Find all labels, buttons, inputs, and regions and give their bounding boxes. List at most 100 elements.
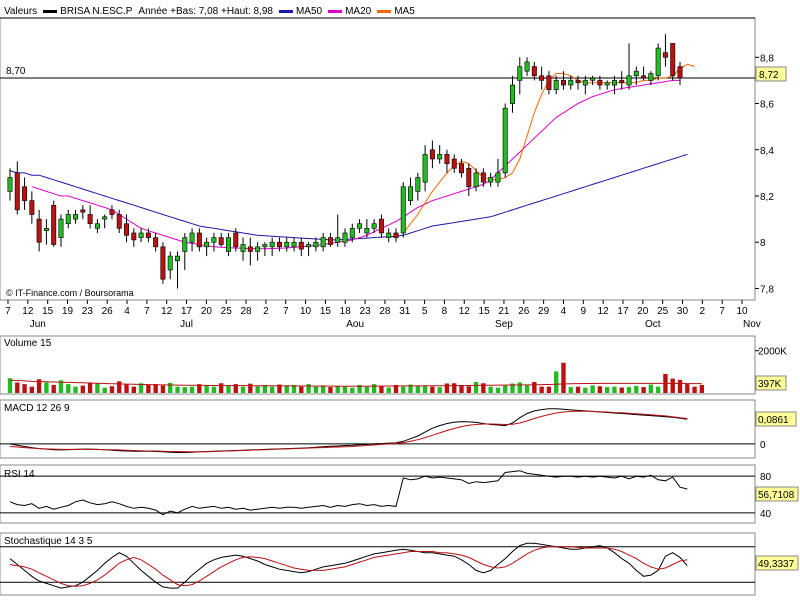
volume-bar bbox=[320, 385, 326, 393]
candle-body bbox=[539, 75, 545, 81]
candle-body bbox=[102, 216, 108, 220]
candle-body bbox=[531, 66, 537, 77]
price-panel: 8,70 7,8 8 8,2 8,4 8,6 8,8 8,72 © IT-Finance.… bbox=[0, 17, 787, 301]
candle-body bbox=[400, 186, 406, 234]
rsi-y-tick-label: 40 bbox=[760, 509, 772, 520]
volume-bar bbox=[590, 385, 595, 393]
volume-bar bbox=[619, 387, 624, 393]
ma50-legend: MA50 bbox=[278, 6, 323, 17]
candle-body bbox=[284, 241, 290, 248]
x-tick-label: 15 bbox=[479, 306, 491, 317]
volume-bar bbox=[73, 386, 78, 393]
volume-bar bbox=[58, 380, 64, 393]
macd-y-tick-label: 0 bbox=[760, 440, 766, 451]
candle-body bbox=[422, 154, 428, 183]
volume-bar bbox=[124, 384, 129, 393]
macd-y-axis: 0 bbox=[760, 440, 766, 451]
candle-body bbox=[619, 80, 625, 84]
candle-body bbox=[641, 75, 647, 79]
volume-bar bbox=[408, 384, 413, 393]
candle-body bbox=[626, 75, 632, 86]
volume-bar bbox=[240, 386, 246, 393]
candle-body bbox=[109, 209, 115, 215]
x-tick-label: 12 bbox=[459, 306, 471, 317]
ma20-line bbox=[31, 79, 680, 250]
candle-body bbox=[7, 177, 13, 192]
volume-bar bbox=[291, 384, 297, 393]
stochastic-panel-frame bbox=[0, 532, 756, 596]
volume-bar bbox=[197, 384, 202, 393]
volume-bar bbox=[561, 362, 566, 393]
volume-bar bbox=[357, 384, 362, 393]
price-y-tick-label: 8,6 bbox=[760, 100, 774, 111]
candle-body bbox=[22, 186, 28, 201]
candle-body bbox=[408, 186, 414, 201]
ma20-swatch-icon bbox=[328, 9, 343, 13]
instrument-legend: BRISA N.ESC.P bbox=[43, 6, 132, 17]
candle-body bbox=[131, 232, 137, 241]
candle-body bbox=[342, 232, 348, 243]
rsi-line bbox=[9, 470, 688, 516]
candle-body bbox=[466, 167, 472, 188]
ma50-label: MA50 bbox=[295, 6, 323, 17]
x-tick-label: 12 bbox=[161, 306, 173, 317]
volume-bar bbox=[677, 379, 683, 393]
candle-body bbox=[167, 255, 173, 271]
volume-bar bbox=[248, 383, 253, 393]
volume-bar bbox=[583, 387, 588, 393]
candle-body bbox=[349, 228, 355, 238]
candle-body bbox=[429, 149, 435, 160]
x-axis: 7 12 15 19 23 26 4 7 12 17 20 25 28 2 7 10 15 18 23 28 31 5 8 1… bbox=[5, 300, 761, 330]
macd-badge: 0,0861 bbox=[758, 415, 789, 426]
volume-bar bbox=[466, 386, 471, 393]
x-month-label: Sep bbox=[495, 319, 513, 330]
volume-average-polyline bbox=[9, 379, 702, 387]
x-tick-label: 25 bbox=[221, 306, 233, 317]
candle-body bbox=[451, 158, 457, 169]
candle-body bbox=[80, 209, 86, 213]
candle-body bbox=[204, 241, 210, 248]
volume-bar bbox=[685, 384, 690, 393]
macd-lines bbox=[9, 408, 688, 453]
price-y-tick-label: 8 bbox=[760, 238, 766, 249]
volume-bar bbox=[437, 387, 442, 393]
ma20-label: MA20 bbox=[345, 6, 372, 17]
x-tick-label: 15 bbox=[320, 306, 332, 317]
volume-bar bbox=[204, 385, 209, 393]
candle-body bbox=[480, 172, 486, 183]
volume-bar bbox=[131, 386, 136, 393]
volume-bar bbox=[495, 387, 501, 393]
candle-body bbox=[524, 61, 530, 72]
ma20-polyline bbox=[31, 79, 680, 250]
volume-bar bbox=[503, 385, 508, 393]
volume-bar bbox=[422, 385, 428, 393]
volume-bar bbox=[481, 383, 486, 393]
rsi-badge-bg bbox=[755, 486, 799, 502]
x-tick-label: 26 bbox=[102, 306, 114, 317]
volume-bar bbox=[277, 384, 282, 393]
ma50-swatch-icon bbox=[278, 9, 293, 13]
rsi-guide-lines bbox=[0, 475, 755, 514]
candle-body bbox=[633, 70, 639, 77]
macd-title: MACD 12 26 9 bbox=[4, 403, 70, 414]
candle-body bbox=[43, 228, 49, 231]
volume-bar bbox=[102, 387, 107, 393]
candle-body bbox=[175, 255, 180, 262]
candle-body bbox=[94, 223, 100, 229]
price-y-tick-label: 8,4 bbox=[760, 146, 774, 157]
volume-bar bbox=[350, 387, 355, 393]
volume-bar bbox=[459, 384, 464, 393]
x-tick-label: 12 bbox=[22, 306, 34, 317]
volume-bar bbox=[648, 384, 654, 393]
x-tick-label: 15 bbox=[42, 306, 54, 317]
candle-body bbox=[604, 82, 610, 86]
price-y-tick-label: 7,8 bbox=[760, 284, 774, 295]
x-tick-label: 12 bbox=[598, 306, 610, 317]
volume-bar bbox=[146, 384, 151, 393]
valeurs-label[interactable]: Valeurs bbox=[4, 6, 38, 17]
x-tick-label: 19 bbox=[62, 306, 74, 317]
stochastic-guide-lines bbox=[0, 546, 755, 583]
x-tick-label: 8 bbox=[442, 306, 448, 317]
volume-badge: 397K bbox=[758, 379, 782, 390]
candle-body bbox=[218, 237, 224, 245]
